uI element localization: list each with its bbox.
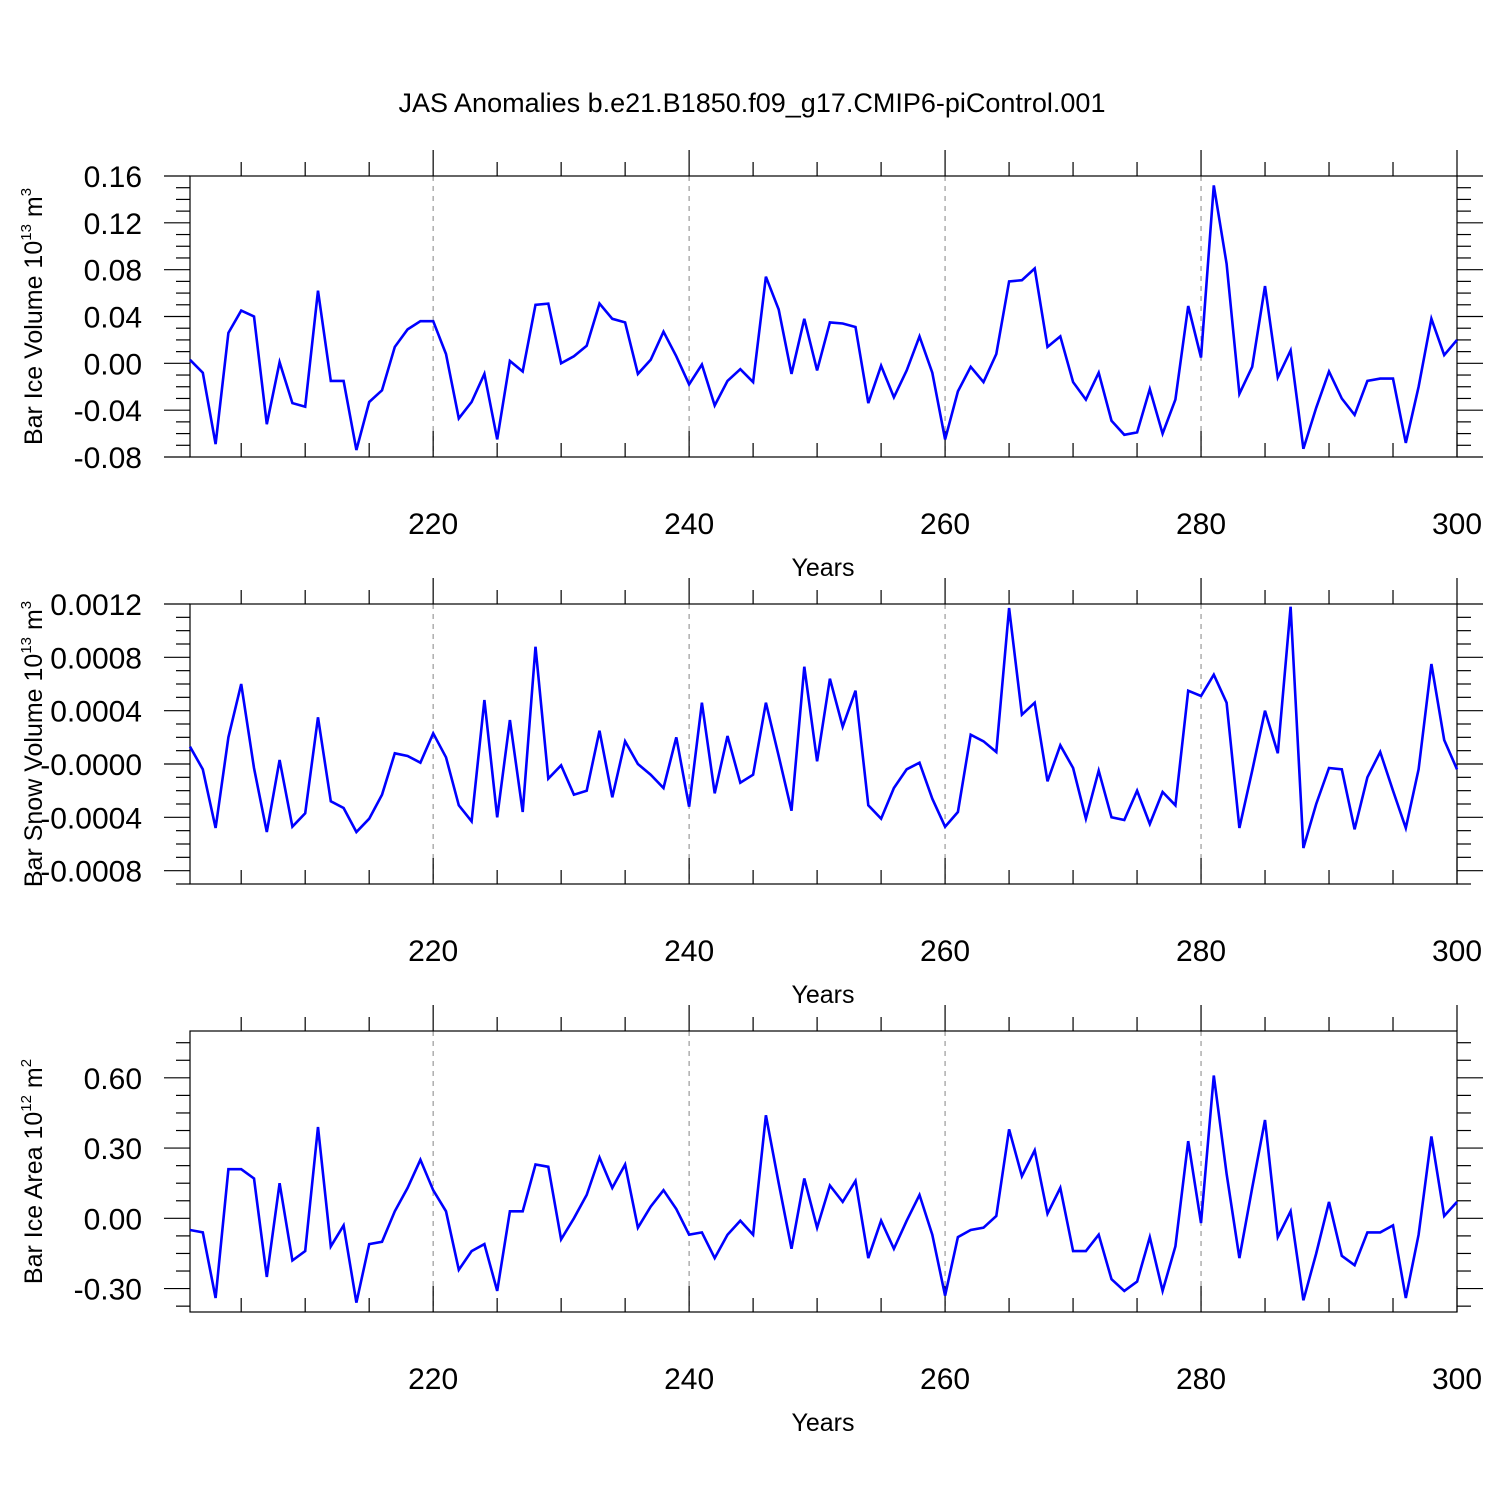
y-tick-label: 0.00 <box>84 348 142 381</box>
y-tick-label: 0.30 <box>84 1133 142 1166</box>
x-tick-label: 240 <box>664 508 714 541</box>
panel-ice-area: 0.60 0.30 0.00 -0.30 220 240 260 280 300 Years Bar… <box>18 1005 1483 1437</box>
x-axis-label: Years <box>791 981 854 1009</box>
panels: 0.16 0.12 0.08 0.04 0.00 -0.04 -0.08 220 240 260 2… <box>18 150 1483 1437</box>
y-tick-label: -0.0008 <box>40 856 142 889</box>
y-axis-label-superscript: 13 <box>18 637 35 654</box>
x-axis-label: Years <box>791 1409 854 1437</box>
y-tick-label: 0.00 <box>84 1203 142 1236</box>
y-tick-label: 0.04 <box>84 302 142 335</box>
y-axis-label-part: m <box>20 609 48 637</box>
panel-snow-volume: 0.0012 0.0008 0.0004 -0.0000 -0.0004 -0.0008 2… <box>18 578 1483 1009</box>
panel-ice-volume: 0.16 0.12 0.08 0.04 0.00 -0.04 -0.08 220 240 260 2… <box>18 150 1483 582</box>
figure-title: JAS Anomalies b.e21.B1850.f09_g17.CMIP6-… <box>399 88 1106 118</box>
x-tick-label: 260 <box>920 1363 970 1396</box>
x-tick-label: 280 <box>1176 935 1226 968</box>
series-line <box>189 1075 1458 1303</box>
y-tick-label: 0.0012 <box>50 589 142 622</box>
x-tick-label: 300 <box>1432 508 1482 541</box>
x-tick-label: 260 <box>920 935 970 968</box>
y-axis-label-superscript: 2 <box>18 1059 35 1067</box>
y-tick-label: 0.0004 <box>50 696 142 729</box>
y-tick-label: -0.08 <box>74 442 142 475</box>
x-tick-label: 280 <box>1176 508 1226 541</box>
y-axis-label: Bar Ice Volume 1013 m3 <box>18 188 48 445</box>
y-tick-label: 0.0008 <box>50 642 142 675</box>
y-tick-label: 0.08 <box>84 255 142 288</box>
y-axis-label-part: Bar Ice Area 10 <box>20 1112 48 1284</box>
x-tick-label: 220 <box>408 508 458 541</box>
y-tick-label: -0.30 <box>74 1274 142 1307</box>
y-tick-label: 0.12 <box>84 208 142 241</box>
x-tick-label: 280 <box>1176 1363 1226 1396</box>
plot-frame <box>189 1030 1458 1313</box>
y-tick-label: -0.0004 <box>40 802 142 835</box>
x-tick-label: 300 <box>1432 1363 1482 1396</box>
y-tick-label: -0.0000 <box>40 749 142 782</box>
y-tick-label: 0.60 <box>84 1063 142 1096</box>
y-axis-label-superscript: 13 <box>18 224 35 241</box>
x-tick-label: 240 <box>664 935 714 968</box>
x-axis-label: Years <box>791 554 854 582</box>
y-axis-label: Bar Snow Volume 1013 m3 <box>18 601 48 887</box>
y-axis-label-part: Bar Ice Volume 10 <box>20 241 48 445</box>
y-axis-label-superscript: 12 <box>18 1095 35 1112</box>
plot-frame <box>189 603 1458 885</box>
series-line <box>188 606 1459 849</box>
y-axis-label: Bar Ice Area 1012 m2 <box>18 1059 48 1284</box>
y-axis-label-part: m <box>20 196 48 224</box>
y-axis-label-part: Bar Snow Volume 10 <box>20 654 48 887</box>
y-axis-label-superscript: 3 <box>18 188 35 196</box>
y-axis-label-part: m <box>20 1067 48 1095</box>
plot-frame <box>189 175 1458 458</box>
y-tick-label: 0.16 <box>84 161 142 194</box>
x-tick-label: 220 <box>408 935 458 968</box>
x-tick-label: 220 <box>408 1363 458 1396</box>
x-tick-label: 260 <box>920 508 970 541</box>
x-tick-label: 300 <box>1432 935 1482 968</box>
series-line <box>189 185 1458 451</box>
y-axis-label-superscript: 3 <box>18 601 35 609</box>
x-tick-label: 240 <box>664 1363 714 1396</box>
y-tick-label: -0.04 <box>74 395 142 428</box>
